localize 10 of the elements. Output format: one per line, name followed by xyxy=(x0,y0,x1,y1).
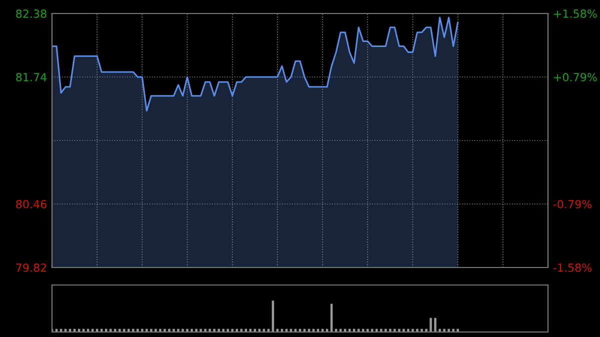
bar xyxy=(434,318,436,332)
y-tick-label: 82.38 xyxy=(16,9,46,18)
bar xyxy=(430,318,432,332)
y2-tick-label: -1.58% xyxy=(553,263,592,272)
y-tick-label: 79.82 xyxy=(16,263,46,272)
y2-tick-label: +0.79% xyxy=(554,72,597,82)
y2-tick-label: -0.79% xyxy=(553,200,592,208)
y2-tick-label: +1.58% xyxy=(554,9,597,18)
y-tick-label: 80.46 xyxy=(16,200,46,208)
y-tick-label: 81.74 xyxy=(16,72,47,82)
